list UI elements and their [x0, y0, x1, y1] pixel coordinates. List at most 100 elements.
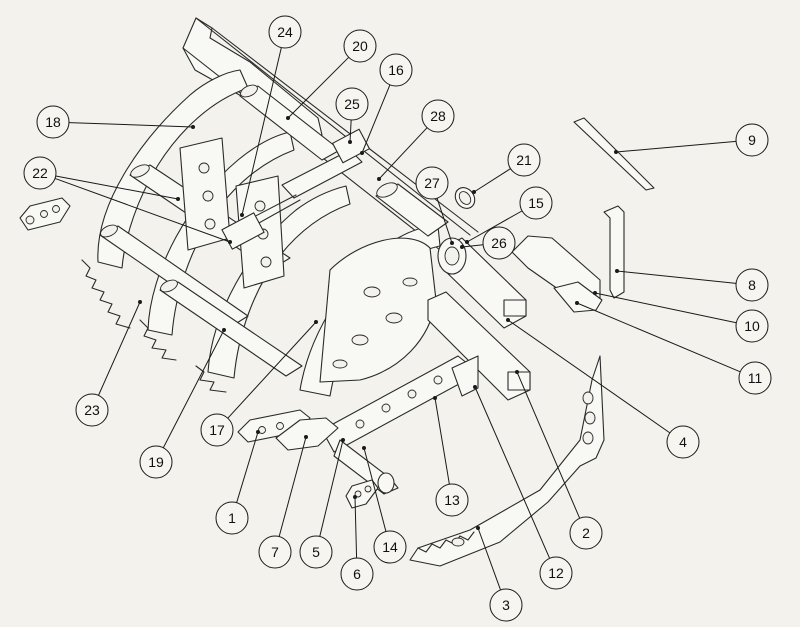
callout-number: 2 — [582, 525, 590, 541]
callout-number: 14 — [382, 539, 398, 555]
leader-line — [507, 319, 671, 434]
leader-dot — [506, 318, 510, 322]
callout-4: 4 — [506, 318, 700, 459]
leader-dot — [460, 245, 464, 249]
callout-bubble — [489, 588, 523, 622]
leader-line — [436, 198, 453, 244]
callout-bubble — [482, 226, 516, 260]
leader-line — [474, 386, 551, 559]
leader-line — [594, 292, 737, 324]
callout-number: 17 — [209, 422, 225, 438]
leader-dot — [360, 151, 364, 155]
callout-bubble — [735, 268, 769, 302]
callout-number: 27 — [424, 175, 440, 191]
detached-parts — [454, 117, 655, 313]
leader-dot — [614, 150, 618, 154]
callout-16: 16 — [360, 53, 413, 155]
callout-bubble — [421, 99, 455, 133]
callout-bubble — [738, 361, 772, 395]
leader-line — [55, 175, 179, 200]
leader-dot — [377, 177, 381, 181]
leader-line — [319, 439, 344, 537]
callout-bubble — [335, 87, 369, 121]
callout-22: 22 — [23, 156, 232, 244]
callout-number: 13 — [444, 492, 460, 508]
callout-1: 1 — [215, 430, 260, 535]
callout-bubble — [268, 15, 302, 49]
leader-line — [615, 140, 737, 153]
square-tubes — [427, 237, 531, 401]
leader-line — [616, 270, 737, 284]
callout-number: 24 — [277, 24, 293, 40]
front-links — [237, 409, 395, 509]
leader-line — [363, 447, 387, 532]
leader-dot — [314, 320, 318, 324]
callout-bubble — [343, 29, 377, 63]
leader-line — [98, 301, 141, 396]
callout-bubble — [539, 556, 573, 590]
leader-line — [466, 210, 523, 243]
leader-dot — [353, 495, 357, 499]
callout-number: 7 — [271, 544, 279, 560]
callout-13: 13 — [433, 396, 469, 517]
leader-line — [162, 329, 225, 449]
callout-15: 15 — [465, 186, 553, 244]
callout-number: 8 — [748, 277, 756, 293]
callout-bubble — [139, 445, 173, 479]
callout-number: 23 — [84, 402, 100, 418]
leader-dot — [176, 197, 180, 201]
leader-line — [241, 47, 282, 216]
leader-dot — [348, 140, 352, 144]
callout-14: 14 — [362, 446, 407, 564]
callout-number: 21 — [516, 152, 532, 168]
callout-bubble — [735, 123, 769, 157]
leader-dot — [222, 328, 226, 332]
callout-number: 26 — [491, 235, 507, 251]
callout-number: 16 — [388, 62, 404, 78]
leader-dot — [450, 241, 454, 245]
callout-19: 19 — [139, 328, 226, 479]
callout-bubble — [373, 530, 407, 564]
leader-dot — [473, 385, 477, 389]
callout-8: 8 — [615, 268, 769, 302]
leader-line — [278, 436, 307, 537]
frame-assembly — [19, 17, 479, 397]
callout-bubble — [258, 535, 292, 569]
callout-bubble — [415, 166, 449, 200]
leader-line — [461, 244, 484, 248]
leader-dot — [615, 269, 619, 273]
callout-3: 3 — [476, 526, 523, 622]
callout-bubble — [75, 393, 109, 427]
callout-bubble — [569, 516, 603, 550]
callout-bubble — [36, 105, 70, 139]
leader-line — [378, 127, 428, 180]
callout-7: 7 — [258, 435, 308, 569]
leader-line — [477, 527, 502, 591]
leader-dot — [515, 370, 519, 374]
leader-dot — [256, 430, 260, 434]
leader-dot — [191, 125, 195, 129]
callout-28: 28 — [377, 99, 455, 181]
leader-line — [361, 84, 391, 154]
callout-26: 26 — [460, 226, 516, 260]
callout-extra — [55, 175, 180, 201]
callout-bubble — [340, 557, 374, 591]
callout-25: 25 — [335, 87, 369, 144]
callout-number: 5 — [312, 544, 320, 560]
callout-bubble — [735, 309, 769, 343]
callout-number: 9 — [748, 132, 756, 148]
curved-tine — [409, 355, 605, 567]
leader-line — [54, 177, 231, 243]
callout-number: 18 — [45, 114, 61, 130]
leader-line — [349, 119, 352, 143]
callout-6: 6 — [340, 495, 374, 591]
leader-line — [473, 168, 511, 193]
leader-line — [287, 56, 350, 119]
callout-number: 22 — [32, 165, 48, 181]
callout-number: 25 — [344, 96, 360, 112]
callout-bubble — [666, 425, 700, 459]
leader-dot — [362, 446, 366, 450]
leader-line — [227, 321, 317, 419]
callout-bubble — [379, 53, 413, 87]
